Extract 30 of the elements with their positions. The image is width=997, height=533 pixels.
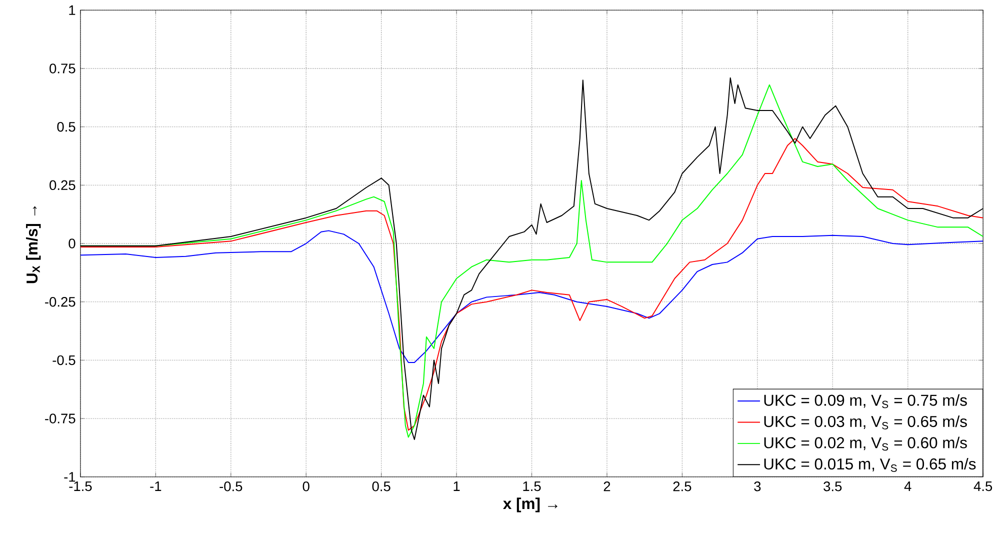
legend-label: UKC = 0.015 m, V$_{S}$ = 0.65 m/s [764,458,976,472]
y-tick-label: 1 [69,5,76,15]
legend-label: UKC = 0.02 m, V$_{S}$ = 0.60 m/s [764,436,967,451]
y-tick-label: -0.75 [45,414,76,424]
line-series [80,138,984,431]
y-tick-label: -0.5 [52,355,76,366]
x-tick-label: 4.5 [974,482,992,492]
x-tick-label: -0.5 [220,482,242,492]
y-tick-label: -0.25 [45,297,76,307]
y-tick-label: 0 [68,238,76,248]
y-tick-label: -1 [64,472,76,482]
x-tick-label: 4 [904,482,912,492]
x-tick-label: -1 [150,482,162,492]
line-series [80,230,984,364]
x-tick-label: 1 [454,482,460,492]
y-tick-label: 0.25 [50,180,76,190]
legend-label: UKC = 0.09 m, V$_{S}$ = 0.75 m/s [764,394,967,408]
x-tick-label: 2 [604,482,610,492]
x-tick-label: 2.5 [673,482,692,492]
x-tick-label: 0 [302,482,310,492]
text: U$_{X}$ [m/s] → [26,206,41,284]
x-axis-title: x [m] → [503,498,558,512]
y-tick-label: 0.75 [50,64,76,74]
x-tick-label: 3.5 [824,482,842,492]
legend-label: UKC = 0.03 m, V$_{S}$ = 0.65 m/s [764,416,967,430]
x-tick-label: 1.5 [523,482,541,492]
x-tick-label: 3 [754,482,761,492]
x-tick-label: 0.5 [372,482,390,492]
y-tick-label: 0.5 [57,122,76,132]
x-tick-label: -1.5 [69,482,92,492]
